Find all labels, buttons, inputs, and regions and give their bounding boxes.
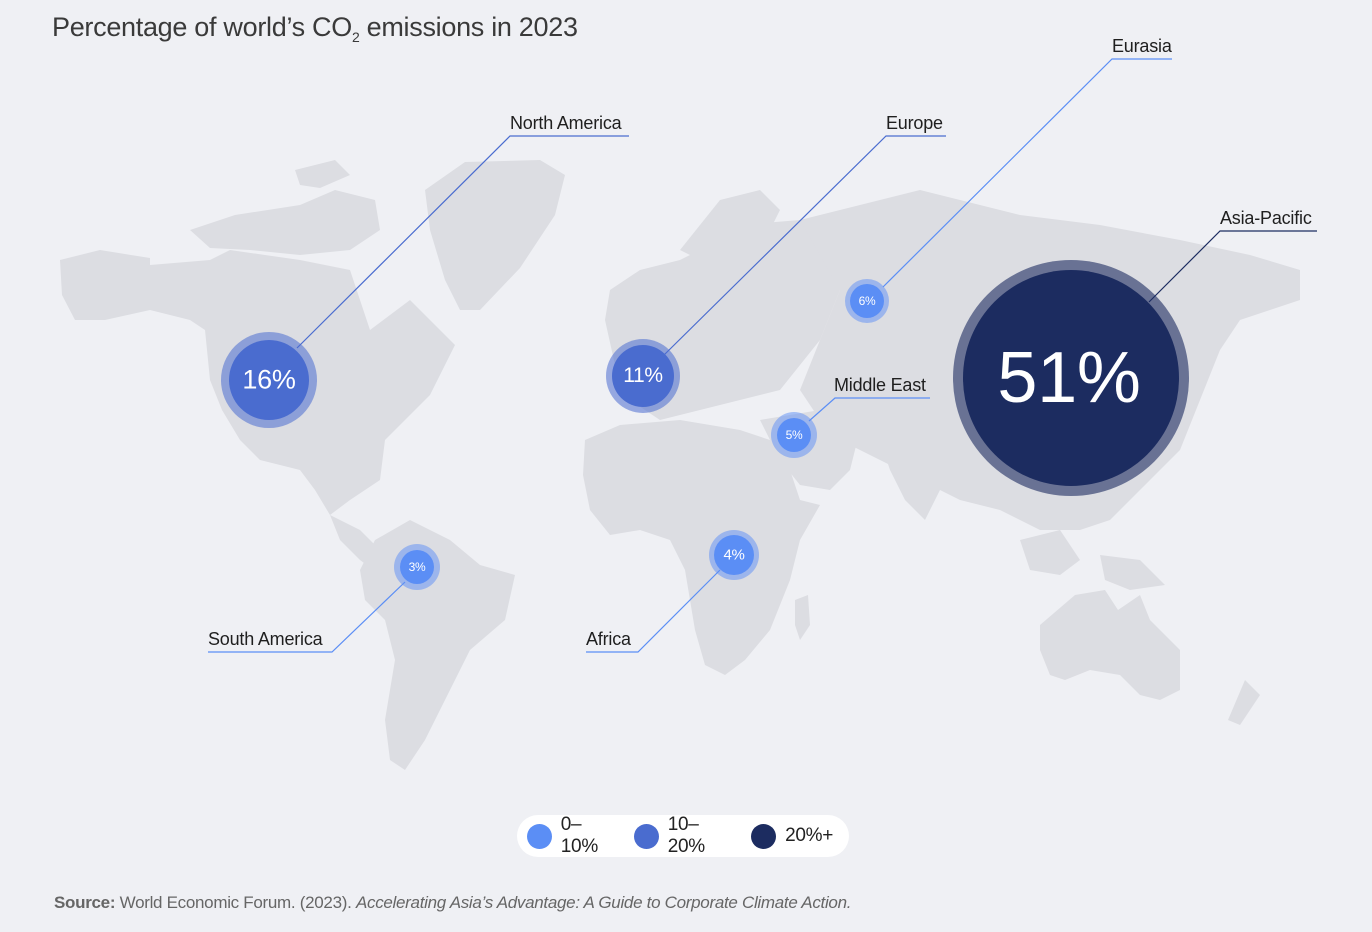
bubble-north-america xyxy=(221,332,317,428)
bubble-africa xyxy=(709,530,759,580)
legend-dot-icon xyxy=(751,823,777,849)
value-africa: 4% xyxy=(723,546,745,564)
leader-north-america xyxy=(296,135,629,349)
label-eurasia: Eurasia xyxy=(1112,36,1172,56)
legend-label: 0–10% xyxy=(560,814,598,857)
leader-asia-pacific xyxy=(1148,230,1317,303)
value-europe: 11% xyxy=(623,364,663,387)
bubble-south-america xyxy=(394,544,440,590)
legend-label: 20%+ xyxy=(785,825,833,846)
legend-item-mid: 10–20% xyxy=(633,814,735,858)
new-zealand-shape xyxy=(1228,680,1260,725)
value-asia-pacific: 51% xyxy=(997,338,1141,418)
value-north-america: 16% xyxy=(242,364,296,395)
south-america-shape xyxy=(360,520,515,770)
chart-title: Percentage of world’s CO2 emissions in 2… xyxy=(52,12,578,45)
label-asia-pacific: Asia-Pacific xyxy=(1220,208,1312,228)
madagascar-shape xyxy=(795,595,810,640)
source-title: Accelerating Asia’s Advantage: A Guide t… xyxy=(355,893,852,912)
land-masses xyxy=(60,160,1300,770)
legend-label: 10–20% xyxy=(667,814,705,857)
label-north-america: North America xyxy=(510,113,622,133)
australia-shape xyxy=(1040,590,1180,700)
label-middle-east: Middle East xyxy=(834,375,926,395)
new-guinea-shape xyxy=(1100,555,1165,590)
title-subscript: 2 xyxy=(351,29,360,45)
bubble-europe xyxy=(606,339,680,413)
title-suffix: emissions in 2023 xyxy=(359,12,578,42)
arctic-islands-shape xyxy=(295,160,350,188)
source-text: World Economic Forum. (2023). xyxy=(115,893,356,912)
scandinavia-shape xyxy=(680,190,780,270)
leader-south-america xyxy=(208,581,406,653)
greenland-shape xyxy=(425,160,565,310)
bubble-middle-east xyxy=(771,412,817,458)
value-south-america: 3% xyxy=(408,560,426,574)
india-shape xyxy=(880,440,950,520)
leader-africa xyxy=(586,569,721,653)
source-label: Source: xyxy=(54,893,116,912)
indonesia-shape xyxy=(1020,530,1080,575)
label-africa: Africa xyxy=(586,629,631,649)
title-text: Percentage of world’s CO xyxy=(52,12,352,42)
bubble-asia-pacific xyxy=(953,260,1189,496)
source-citation: Source: World Economic Forum. (2023). Ac… xyxy=(54,893,851,913)
legend-item-low: 0–10% xyxy=(527,814,618,858)
label-south-america: South America xyxy=(208,629,323,649)
leader-middle-east xyxy=(808,397,930,422)
label-europe: Europe xyxy=(886,113,943,133)
value-eurasia: 6% xyxy=(858,294,876,308)
value-middle-east: 5% xyxy=(785,428,803,442)
bubble-eurasia xyxy=(845,279,889,323)
legend-item-high: 20%+ xyxy=(751,823,833,849)
africa-shape xyxy=(583,420,820,675)
canadian-arctic-shape xyxy=(190,190,380,255)
leader-eurasia xyxy=(882,58,1172,288)
legend: 0–10% 10–20% 20%+ xyxy=(517,814,849,858)
legend-dot-icon xyxy=(633,823,659,849)
leader-europe xyxy=(663,135,946,356)
legend-dot-icon xyxy=(527,823,552,849)
